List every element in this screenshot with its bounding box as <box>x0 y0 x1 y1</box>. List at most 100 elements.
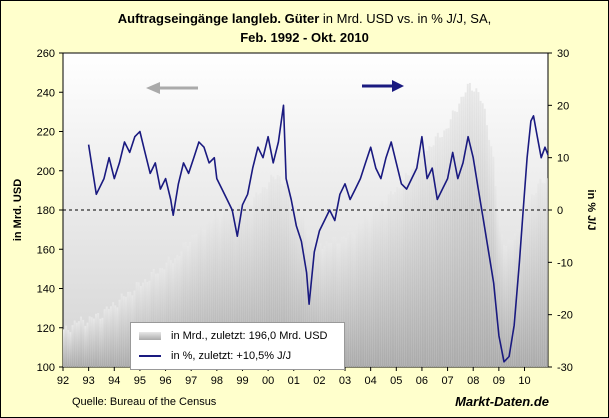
bar <box>347 232 350 367</box>
bar <box>225 211 228 367</box>
chart-title: Auftragseingänge langleb. Güter in Mrd. … <box>0 10 609 28</box>
bar <box>545 178 548 367</box>
bar <box>449 119 452 367</box>
bar <box>353 234 356 367</box>
bar <box>214 212 217 367</box>
bar <box>357 221 360 367</box>
bar <box>466 83 469 367</box>
bar <box>533 195 535 367</box>
bar <box>178 256 181 367</box>
bar <box>127 291 130 367</box>
bar <box>291 203 294 367</box>
right-axis-tick-label: 20 <box>557 100 569 112</box>
right-axis-tick-label: 0 <box>557 205 563 217</box>
bar <box>255 192 258 367</box>
bar <box>99 318 102 367</box>
bar <box>240 203 243 367</box>
bar <box>77 321 80 367</box>
bar <box>161 268 164 367</box>
bar <box>204 229 206 367</box>
bar <box>526 205 529 367</box>
bar <box>193 234 196 367</box>
x-axis-tick-label: 08 <box>467 375 479 387</box>
bar <box>120 293 123 367</box>
bar <box>349 228 352 367</box>
bar <box>174 258 177 367</box>
left-axis-tick-label: 220 <box>37 127 55 139</box>
bar <box>539 178 542 367</box>
right-axis-tick-label: -20 <box>557 310 573 322</box>
left-axis-tick-label: 100 <box>37 362 55 374</box>
bar <box>398 188 401 367</box>
bar <box>368 220 371 367</box>
bar <box>195 234 198 367</box>
x-axis-tick-label: 98 <box>211 375 223 387</box>
bar <box>434 136 437 367</box>
bar <box>381 201 384 367</box>
right-arrowhead-icon <box>392 80 404 92</box>
bar <box>236 211 238 367</box>
right-axis-label: in % J/J <box>585 190 597 231</box>
bar <box>216 215 219 367</box>
bar <box>278 176 281 367</box>
bar <box>287 185 290 367</box>
legend-label-line: in %, zuletzt: +10,5% J/J <box>171 350 292 362</box>
bar <box>492 156 495 367</box>
bar <box>411 169 414 367</box>
bar <box>385 203 388 367</box>
bar <box>114 305 117 367</box>
x-axis-tick-label: 96 <box>159 375 171 387</box>
bar <box>163 269 166 367</box>
left-axis-tick-label: 260 <box>37 48 55 60</box>
bar <box>402 180 405 367</box>
bar <box>263 187 266 367</box>
bar <box>364 215 367 367</box>
bar <box>537 183 540 367</box>
bar <box>518 229 521 367</box>
bar <box>415 167 418 367</box>
bar <box>80 316 83 367</box>
bar <box>383 205 386 367</box>
x-axis-tick-label: 07 <box>441 375 453 387</box>
bar <box>436 132 439 367</box>
bar <box>392 194 394 367</box>
bar <box>122 296 125 367</box>
bar <box>310 233 313 367</box>
left-arrowhead-icon <box>146 82 160 94</box>
bar <box>84 325 87 367</box>
bar <box>75 322 78 367</box>
left-axis-tick-label: 120 <box>37 323 55 335</box>
x-axis-tick-label: 06 <box>416 375 428 387</box>
bar <box>210 221 213 367</box>
bar <box>494 185 497 367</box>
bar <box>458 103 461 367</box>
bar <box>445 128 448 367</box>
bar <box>406 175 409 367</box>
bar <box>340 237 343 367</box>
bar <box>169 260 172 367</box>
bar <box>251 205 253 367</box>
chart-title-rest: in Mrd. USD vs. in % J/J, SA, <box>319 11 492 26</box>
bar <box>351 232 354 367</box>
bar <box>513 233 516 367</box>
bar <box>370 215 373 367</box>
bar <box>426 150 429 367</box>
bar <box>443 130 446 367</box>
bar <box>101 317 104 367</box>
bar <box>124 296 127 367</box>
legend-label-bars: in Mrd., zuletzt: 196,0 Mrd. USD <box>171 330 328 342</box>
bar <box>257 194 260 367</box>
bar <box>483 108 486 367</box>
x-axis-tick-label: 10 <box>518 375 530 387</box>
x-axis-tick-label: 00 <box>262 375 274 387</box>
bar <box>460 96 463 367</box>
bar <box>374 207 377 367</box>
bar <box>327 243 330 367</box>
bar <box>86 322 89 367</box>
bar <box>479 100 482 367</box>
bar <box>528 200 531 367</box>
bar <box>377 208 380 367</box>
bar <box>280 184 283 367</box>
bar <box>543 183 546 367</box>
bar <box>283 186 285 367</box>
